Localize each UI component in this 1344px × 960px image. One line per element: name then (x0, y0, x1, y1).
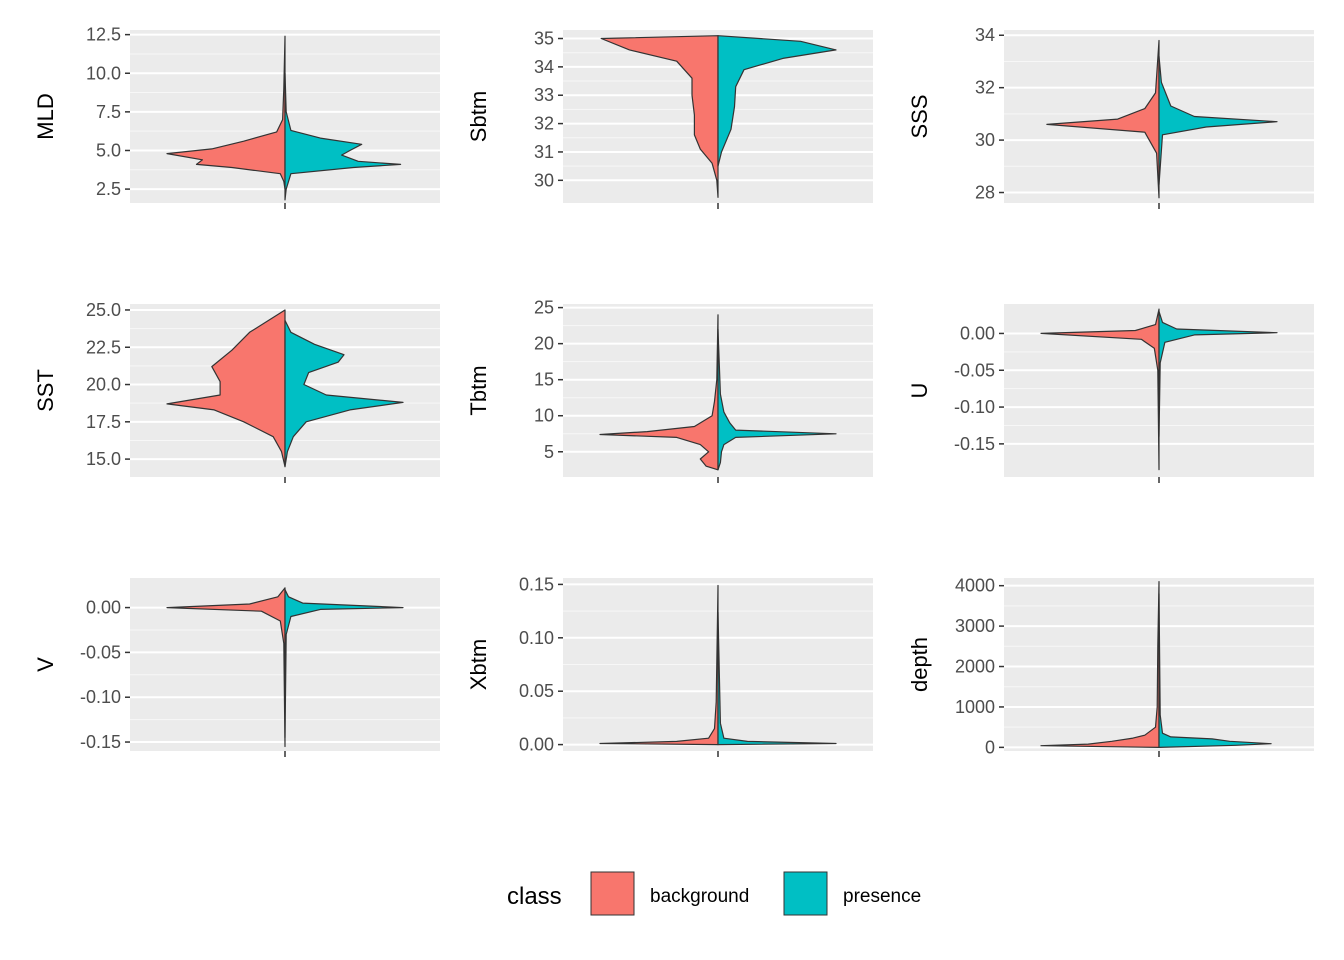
y-tick-label: 30 (975, 130, 995, 150)
panel-u: -0.15 -0.10 -0.05 0.00 U (907, 304, 1314, 483)
y-axis-label: V (33, 657, 58, 672)
y-tick-label: 0.00 (519, 735, 554, 755)
y-tick-label: 34 (534, 57, 554, 77)
y-tick-label: 1000 (955, 697, 995, 717)
legend-label-presence: presence (843, 886, 921, 907)
violin-presence (284, 319, 404, 468)
panel-tbtm: 5 10 15 20 25 Tbtm (466, 298, 873, 483)
y-axis-label: U (907, 383, 932, 399)
y-tick-label: 35 (534, 29, 554, 49)
y-tick-label: -0.05 (80, 642, 121, 662)
y-tick-label: 10.0 (86, 63, 121, 83)
y-tick-label: 22.5 (86, 337, 121, 357)
y-axis-label: MLD (33, 93, 58, 139)
panel-xbtm: 0.00 0.05 0.10 0.15 Xbtm (466, 574, 873, 757)
y-tick-label: 0.00 (86, 598, 121, 618)
y-tick-label: 15 (534, 370, 554, 390)
violin-presence (717, 611, 837, 746)
violin-presence (284, 589, 404, 739)
violin-background (1046, 39, 1160, 199)
y-axis-label: Tbtm (466, 365, 491, 415)
violin-background (1040, 308, 1160, 471)
legend-title: class (507, 883, 562, 910)
y-tick-label: 5 (544, 442, 554, 462)
y-tick-label: 5.0 (96, 140, 121, 160)
y-tick-label: 34 (975, 25, 995, 45)
y-tick-label: 4000 (955, 576, 995, 596)
y-tick-label: -0.10 (80, 687, 121, 707)
y-tick-label: 7.5 (96, 102, 121, 122)
y-tick-label: 3000 (955, 616, 995, 636)
y-tick-label: 0 (985, 737, 995, 757)
y-axis-label: Xbtm (466, 639, 491, 690)
y-tick-label: 32 (534, 114, 554, 134)
y-tick-label: 28 (975, 183, 995, 203)
y-tick-label: -0.05 (954, 360, 995, 380)
violin-presence (717, 35, 837, 167)
violin-background (166, 309, 286, 468)
y-tick-label: 20.0 (86, 375, 121, 395)
panel-sbtm: 30 31 32 33 34 35 Sbtm (466, 29, 873, 209)
panel-v: -0.15 -0.10 -0.05 0.00 V (33, 578, 440, 757)
y-axis-label: depth (907, 637, 932, 692)
legend-key-presence (783, 871, 828, 916)
panel-sst: 15.0 17.5 20.0 22.5 25.0 SST (33, 300, 440, 483)
y-tick-label: -0.15 (80, 732, 121, 752)
panel-depth: 0 1000 2000 3000 4000 depth (907, 576, 1314, 757)
y-tick-label: 0.00 (960, 323, 995, 343)
violin-presence (1158, 55, 1278, 186)
violin-background (166, 35, 286, 190)
y-tick-label: 25 (534, 298, 554, 318)
panel-mld: 2.5 5.0 7.5 10.0 12.5 MLD (33, 25, 440, 209)
y-tick-label: 25.0 (86, 300, 121, 320)
violin-presence (284, 72, 402, 201)
y-tick-label: 20 (534, 334, 554, 354)
y-tick-label: 0.10 (519, 628, 554, 648)
violin-background (600, 35, 719, 198)
y-tick-label: 10 (534, 406, 554, 426)
y-tick-label: 12.5 (86, 25, 121, 45)
violin-presence (1158, 593, 1272, 748)
violin-presence (717, 328, 837, 471)
y-tick-label: 33 (534, 85, 554, 105)
y-tick-label: 17.5 (86, 412, 121, 432)
y-tick-label: 0.05 (519, 681, 554, 701)
panel-sss: 28 30 32 34 SSS (907, 25, 1314, 209)
y-tick-label: -0.10 (954, 397, 995, 417)
legend: class background presence (507, 871, 921, 916)
panels-group: 2.5 5.0 7.5 10.0 12.5 MLD 30 31 32 33 34 35 Sbtm 28 30… (33, 25, 1314, 757)
y-tick-label: 2.5 (96, 179, 121, 199)
y-axis-label: SST (33, 369, 58, 412)
violin-background (166, 587, 286, 748)
violin-background (1040, 581, 1160, 748)
y-axis-label: Sbtm (466, 91, 491, 142)
y-tick-label: 31 (534, 142, 554, 162)
legend-label-background: background (650, 886, 749, 907)
legend-key-background (590, 871, 635, 916)
violin-background (599, 584, 719, 746)
y-tick-label: 32 (975, 78, 995, 98)
y-tick-label: -0.15 (954, 434, 995, 454)
y-tick-label: 2000 (955, 657, 995, 677)
violin-presence (1158, 310, 1278, 438)
y-axis-label: SSS (907, 94, 932, 138)
y-tick-label: 30 (534, 170, 554, 190)
y-tick-label: 0.15 (519, 574, 554, 594)
y-tick-label: 15.0 (86, 449, 121, 469)
